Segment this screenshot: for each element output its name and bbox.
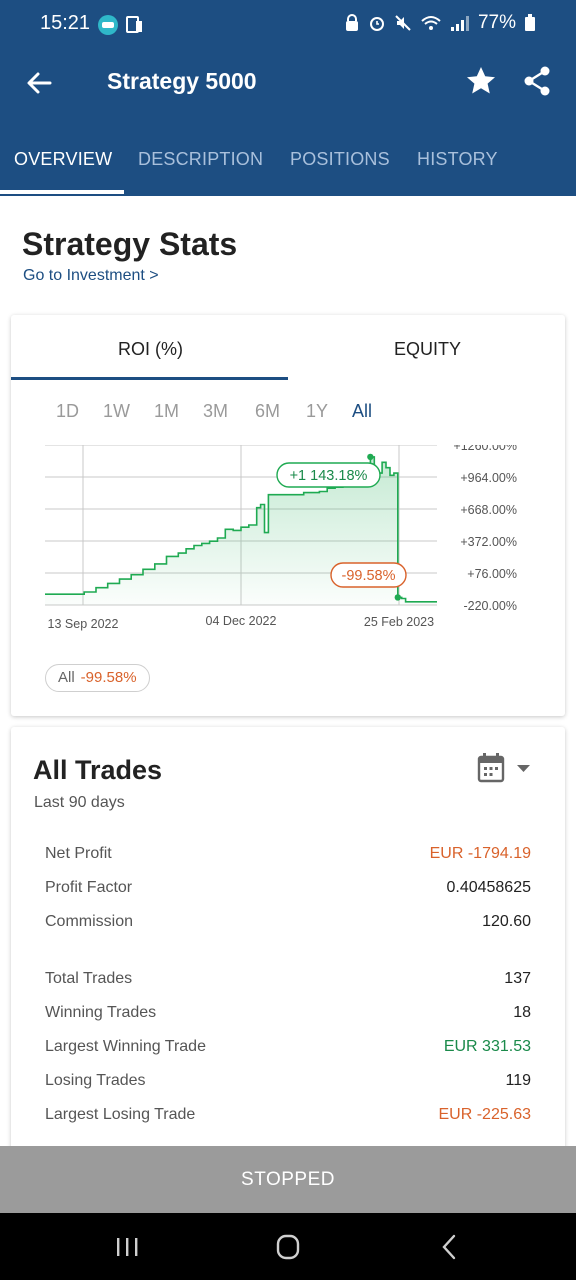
pill-value: -99.58% [80, 669, 137, 686]
stat-winning-trades: Winning Trades 18 [45, 1004, 531, 1021]
tab-indicator [0, 190, 124, 194]
overview-content[interactable]: Strategy Stats Go to Investment > ROI (%… [0, 196, 576, 1177]
mute-icon [395, 15, 411, 31]
last-callout [330, 562, 407, 588]
y-tick-label: +964.00% [460, 471, 517, 485]
stat-total-trades: Total Trades 137 [45, 970, 531, 987]
star-icon[interactable] [464, 64, 498, 98]
x-tick-label: 25 Feb 2023 [364, 615, 434, 629]
roi-line [45, 456, 437, 603]
peak-callout-label: +1 143.18% [290, 468, 368, 484]
all-trades-card: All Trades Last 90 days Net Profit EUR -1… [11, 727, 565, 1177]
x-tick-label: 13 Sep 2022 [48, 617, 119, 631]
back-icon[interactable] [432, 1231, 468, 1263]
x-tick-label: 04 Dec 2022 [206, 614, 277, 628]
range-6m[interactable]: 6M [255, 401, 281, 421]
strategy-stopped-banner[interactable]: STOPPED [0, 1146, 576, 1214]
y-tick-label: +668.00% [460, 503, 517, 517]
roi-chart-card: ROI (%) EQUITY 1D 1W 1M 3M 6M 1Y All +12… [11, 315, 565, 716]
trades-subtitle: Last 90 days [34, 794, 125, 811]
calendar-icon[interactable] [477, 751, 537, 787]
range-all[interactable]: All [352, 401, 373, 421]
tab-history[interactable]: HISTORY [417, 149, 498, 169]
recent-apps-icon[interactable] [109, 1231, 145, 1263]
section-title: Strategy Stats [22, 226, 238, 262]
range-1m[interactable]: 1M [154, 401, 180, 421]
range-1w[interactable]: 1W [103, 401, 130, 421]
stat-largest-losing-trade: Largest Losing Trade EUR -225.63 [45, 1106, 531, 1123]
segment-roi[interactable]: ROI (%) [118, 339, 183, 359]
peak-callout [276, 462, 381, 488]
pill-label: All [58, 669, 75, 686]
alarm-icon [369, 17, 384, 31]
lock-icon [345, 14, 358, 31]
segment-indicator [11, 377, 288, 380]
status-icons [97, 14, 145, 36]
tab-positions[interactable]: POSITIONS [290, 149, 390, 169]
home-icon[interactable] [270, 1231, 306, 1263]
stat-largest-winning-trade: Largest Winning Trade EUR 331.53 [45, 1038, 531, 1055]
status-right: 77% [344, 12, 536, 34]
y-axis-labels: +1260.00% +964.00% +668.00% +372.00% +76.00%… [453, 445, 517, 613]
status-bar: 15:21 77% [0, 0, 576, 42]
peak-point [367, 453, 374, 461]
x-axis-labels: 13 Sep 2022 04 Dec 2022 25 Feb 2023 [48, 614, 435, 631]
y-tick-label: +1260.00% [453, 445, 517, 453]
system-nav-bar [0, 1213, 576, 1280]
app-bar: Strategy 5000 [0, 42, 576, 122]
app-notification-icon [98, 15, 118, 35]
range-1y[interactable]: 1Y [306, 401, 329, 421]
range-1d[interactable]: 1D [56, 401, 80, 421]
go-to-investment-link[interactable]: Go to Investment > [23, 267, 159, 284]
chevron-down-icon [517, 765, 530, 772]
y-tick-label: +76.00% [467, 567, 517, 581]
y-tick-label: -220.00% [463, 599, 517, 613]
roi-chart[interactable]: +1260.00% +964.00% +668.00% +372.00% +76.00%… [11, 445, 565, 655]
stat-profit-factor: Profit Factor 0.40458625 [45, 879, 531, 896]
page-title: Strategy 5000 [107, 68, 257, 94]
back-arrow-icon[interactable] [22, 66, 56, 100]
battery-icon [525, 14, 535, 31]
period-summary-pill: All -99.58% [45, 664, 150, 692]
tab-bar: OVERVIEW DESCRIPTION POSITIONS HISTORY [0, 122, 576, 196]
stat-net-profit: Net Profit EUR -1794.19 [45, 845, 531, 862]
last-callout-label: -99.58% [341, 568, 395, 584]
stat-losing-trades: Losing Trades 119 [45, 1072, 531, 1089]
share-icon[interactable] [520, 64, 554, 98]
y-tick-label: +372.00% [460, 535, 517, 549]
battery-percent: 77% [477, 12, 516, 33]
signal-icon [450, 16, 469, 31]
chart-callouts: +1 143.18% -99.58% [276, 453, 407, 601]
wifi-icon [421, 16, 441, 30]
segment-equity[interactable]: EQUITY [394, 339, 462, 359]
device-icon [126, 16, 142, 33]
status-time: 15:21 [40, 12, 91, 34]
range-3m[interactable]: 3M [203, 401, 229, 421]
tab-overview[interactable]: OVERVIEW [14, 149, 113, 169]
trades-title: All Trades [33, 755, 163, 785]
last-point [394, 594, 401, 601]
tab-description[interactable]: DESCRIPTION [138, 149, 264, 169]
stat-commission: Commission 120.60 [45, 913, 531, 930]
